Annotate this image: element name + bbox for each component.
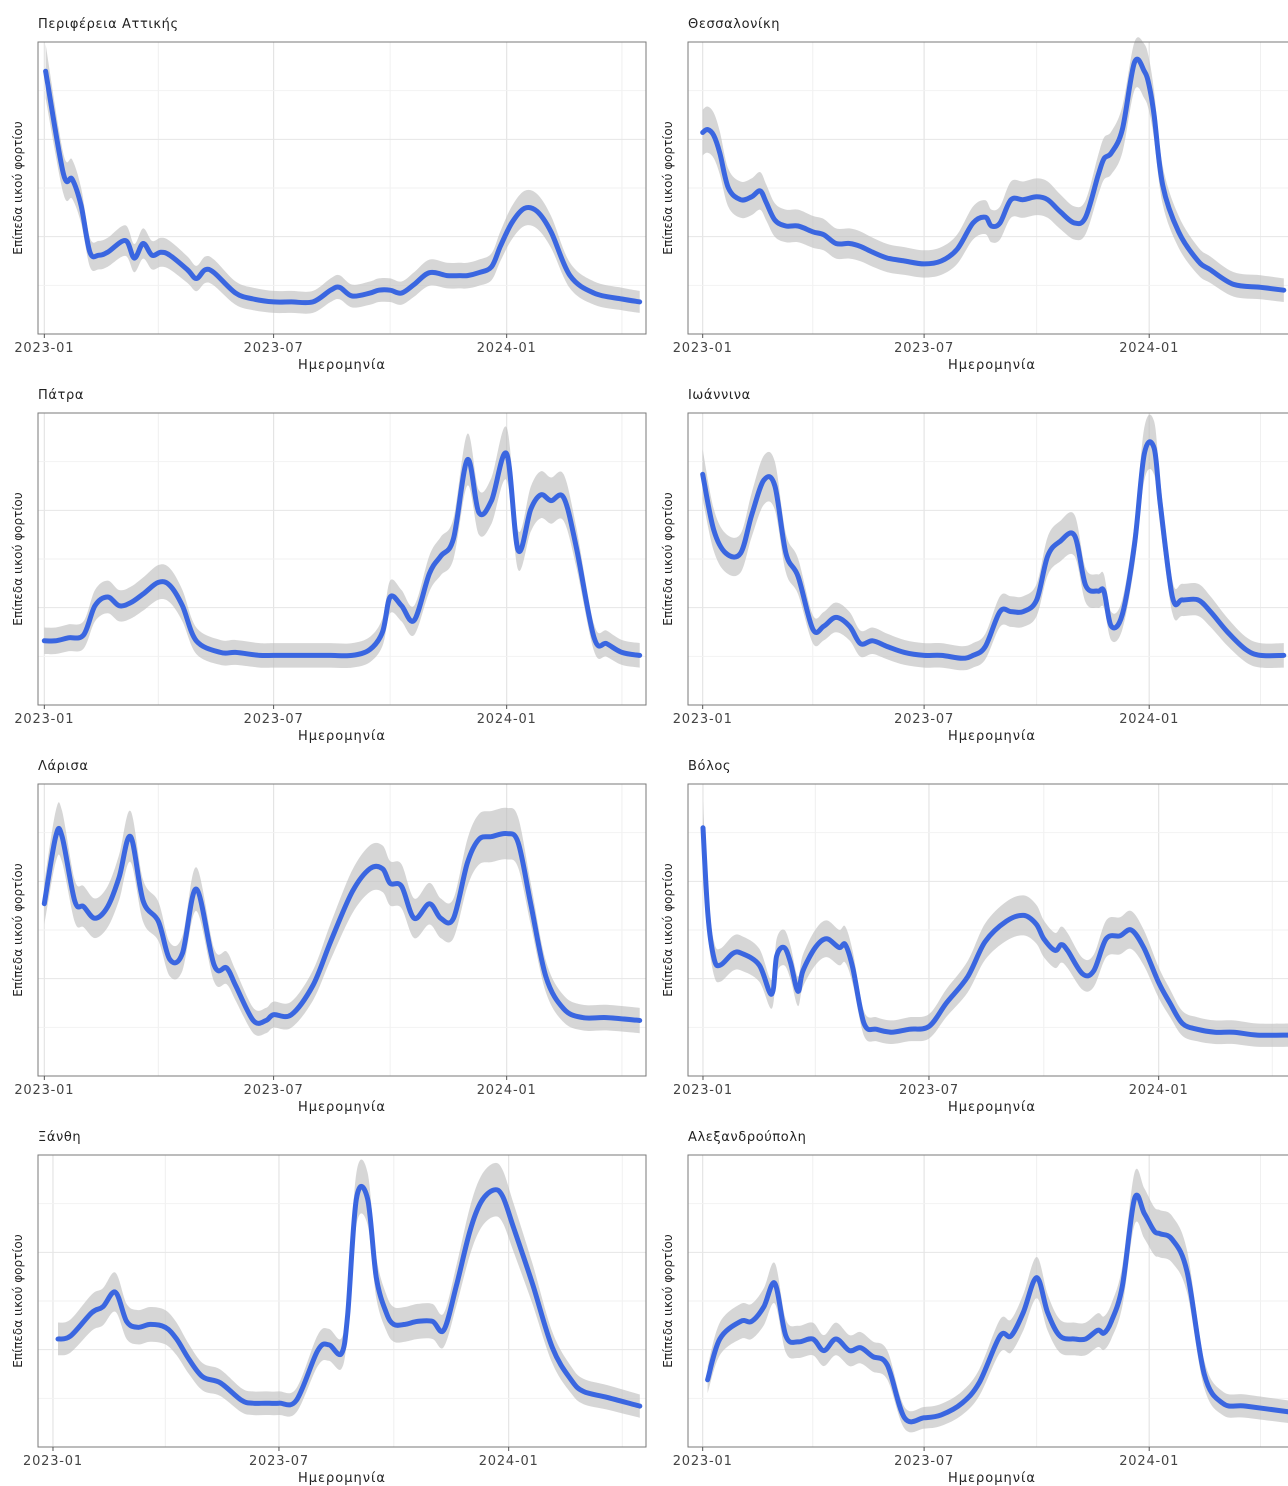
x-tick-label: 2023-07 [249,1454,309,1469]
chart-svg: 2023-01 2023-07 2024-01 Θεσσαλονίκη Ημερομην… [661,17,1288,373]
plot-background [38,1155,646,1447]
series-line [705,1192,1288,1425]
confidence-band [58,1159,640,1418]
x-tick-label: 2023-01 [673,1083,733,1098]
confidence-band [702,414,1284,671]
chart-svg: 2023-01 2023-07 2024-01 Περιφέρεια Αττικής Η… [11,17,647,373]
x-tick-label: 2024-01 [1119,341,1179,356]
plot-background [38,42,646,334]
x-tick-label: 2023-07 [894,1454,954,1469]
confidence-band [703,801,1288,1047]
x-tick-label: 2023-07 [244,712,304,727]
x-tick-label: 2024-01 [1119,712,1179,727]
x-axis-label: Ημερομηνία [948,729,1036,744]
x-tick-label: 2024-01 [477,341,537,356]
plot-background [38,784,646,1076]
panel-title: Ιωάννινα [688,388,751,403]
x-axis-label: Ημερομηνία [948,1471,1036,1486]
confidence-band [45,44,640,314]
series-line [700,56,1287,293]
series-line [700,439,1287,661]
y-axis-label: Επίπεδα ιικού φορτίου [11,863,25,996]
confidence-band [44,802,640,1036]
plot-background [688,784,1288,1076]
y-axis-label: Επίπεδα ιικού φορτίου [11,492,25,625]
x-tick-label: 2023-07 [894,341,954,356]
x-tick-label: 2024-01 [1129,1083,1189,1098]
x-axis-label: Ημερομηνία [298,1100,386,1115]
x-tick-label: 2023-07 [244,341,304,356]
chart-svg: 2023-01 2023-07 2024-01 Ιωάννινα Ημερομηνία Ε… [661,388,1288,744]
x-axis-label: Ημερομηνία [948,358,1036,373]
series-line [55,1184,643,1409]
plot-border [687,41,1288,335]
x-tick-label: 2023-07 [894,712,954,727]
x-tick-label: 2023-01 [673,1454,733,1469]
x-tick-label: 2024-01 [477,1083,537,1098]
plot-background [688,42,1288,334]
confidence-band [707,1168,1288,1433]
panel-title: Θεσσαλονίκη [688,17,780,32]
plot-border [687,412,1288,706]
chart-svg: 2023-01 2023-07 2024-01 Ξάνθη Ημερομηνία Επίπ… [11,1130,647,1486]
x-tick-label: 2023-07 [244,1083,304,1098]
chart-panel: 2023-01 2023-07 2024-01 Βόλος Ημερομηνία Επίπ… [0,742,1288,1115]
plot-background [688,1155,1288,1447]
x-tick-label: 2023-01 [14,1083,74,1098]
series-line [700,825,1288,1038]
panel-title: Αλεξανδρούπολη [688,1130,807,1145]
y-axis-label: Επίπεδα ιικού φορτίου [661,492,675,625]
series-line [41,825,643,1026]
plot-border [687,783,1288,1077]
x-tick-label: 2024-01 [479,1454,539,1469]
plot-border [37,412,647,706]
plot-border [37,783,647,1077]
chart-panel: 2023-01 2023-07 2024-01 Λάρισα Ημερομηνία Επί… [0,742,1288,1115]
panel-title: Πάτρα [38,388,84,403]
plot-background [688,413,1288,705]
x-tick-label: 2024-01 [1119,1454,1179,1469]
x-tick-label: 2024-01 [477,712,537,727]
confidence-band [44,426,640,668]
chart-svg: 2023-01 2023-07 2024-01 Βόλος Ημερομηνία Επίπ… [661,759,1288,1115]
x-tick-label: 2023-07 [899,1083,959,1098]
plot-background [38,413,646,705]
x-tick-label: 2023-01 [673,341,733,356]
x-tick-label: 2023-01 [14,712,74,727]
chart-svg: 2023-01 2023-07 2024-01 Πάτρα Ημερομηνία Επίπ… [11,388,647,744]
chart-panel: 2023-01 2023-07 2024-01 Ιωάννινα Ημερομηνία Ε… [0,371,1288,744]
y-axis-label: Επίπεδα ιικού φορτίου [11,121,25,254]
chart-panel: 2023-01 2023-07 2024-01 Πάτρα Ημερομηνία Επίπ… [0,371,1288,744]
panel-title: Λάρισα [38,759,89,774]
x-axis-label: Ημερομηνία [948,1100,1036,1115]
plot-border [37,1154,647,1448]
y-axis-label: Επίπεδα ιικού φορτίου [11,1234,25,1367]
x-axis-label: Ημερομηνία [298,358,386,373]
chart-svg: 2023-01 2023-07 2024-01 Αλεξανδρούπολη Ημερο… [661,1130,1288,1486]
series-line [43,68,643,306]
y-axis-label: Επίπεδα ιικού φορτίου [661,1234,675,1367]
panel-title: Βόλος [688,759,731,774]
chart-panel: 2023-01 2023-07 2024-01 Περιφέρεια Αττικής Η… [0,0,1288,373]
y-axis-label: Επίπεδα ιικού φορτίου [661,121,675,254]
x-axis-label: Ημερομηνία [298,1471,386,1486]
series-line [41,450,643,659]
y-axis-label: Επίπεδα ιικού φορτίου [661,863,675,996]
x-tick-label: 2023-01 [14,341,74,356]
chart-panel: 2023-01 2023-07 2024-01 Ξάνθη Ημερομηνία Επίπ… [0,1113,1288,1486]
plot-border [37,41,647,335]
chart-svg: 2023-01 2023-07 2024-01 Λάρισα Ημερομηνία Επί… [11,759,647,1115]
chart-panel: 2023-01 2023-07 2024-01 Αλεξανδρούπολη Ημερο… [0,1113,1288,1486]
x-tick-label: 2023-01 [23,1454,83,1469]
confidence-band [702,37,1284,303]
x-tick-label: 2023-01 [673,712,733,727]
panel-title: Περιφέρεια Αττικής [38,17,179,32]
plot-border [687,1154,1288,1448]
x-axis-label: Ημερομηνία [298,729,386,744]
chart-panel: 2023-01 2023-07 2024-01 Θεσσαλονίκη Ημερομην… [0,0,1288,373]
panel-title: Ξάνθη [38,1130,81,1145]
